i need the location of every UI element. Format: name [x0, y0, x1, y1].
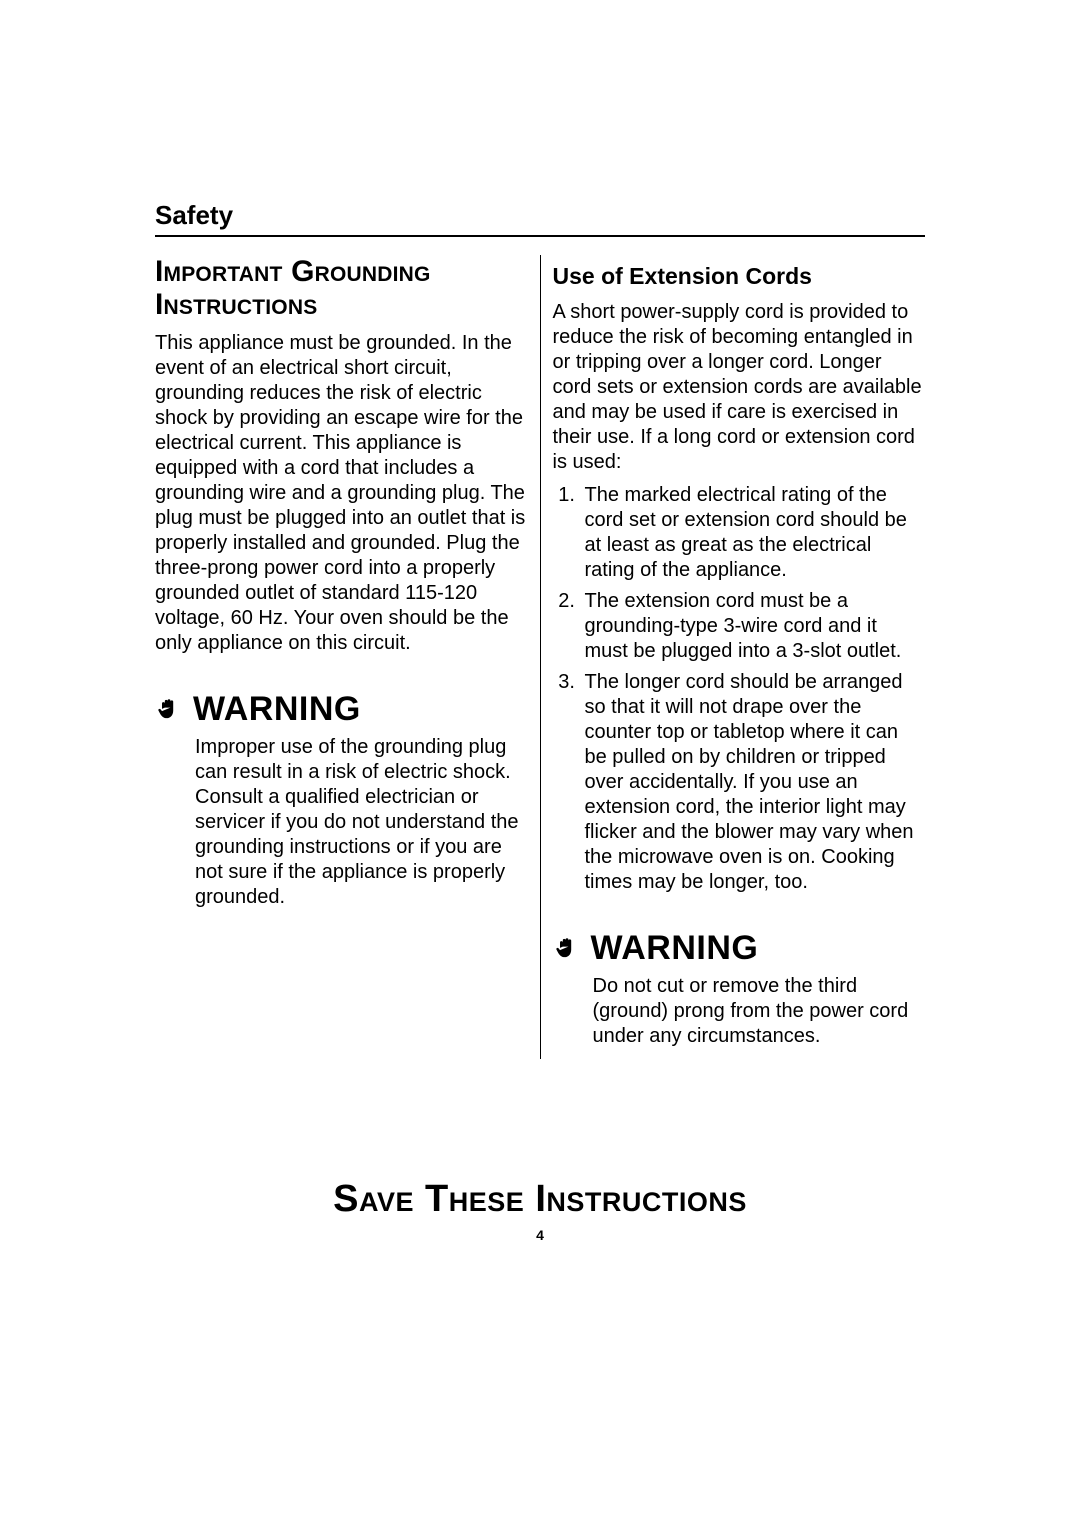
two-column-layout: Important Grounding Instructions This ap…	[155, 255, 925, 1059]
warning-label: WARNING	[591, 929, 759, 968]
left-column: Important Grounding Instructions This ap…	[155, 255, 540, 1059]
warning-body-text: Improper use of the grounding plug can r…	[155, 735, 528, 910]
grounding-heading: Important Grounding Instructions	[155, 255, 528, 321]
extension-heading: Use of Extension Cords	[553, 263, 926, 290]
footer-title: Save These Instructions	[155, 1178, 925, 1221]
hand-stop-icon	[553, 934, 581, 964]
section-header: Safety	[155, 200, 925, 237]
extension-list: The marked electrical rating of the cord…	[553, 483, 926, 895]
page-footer: Save These Instructions 4	[155, 1178, 925, 1243]
warning-label: WARNING	[193, 690, 361, 729]
page-number: 4	[155, 1227, 925, 1243]
page-content: Safety Important Grounding Instructions …	[155, 200, 925, 1059]
grounding-paragraph: This appliance must be grounded. In the …	[155, 331, 528, 656]
hand-stop-icon	[155, 695, 183, 725]
right-column: Use of Extension Cords A short power-sup…	[540, 255, 926, 1059]
list-item: The extension cord must be a grounding-t…	[581, 589, 926, 664]
extension-intro: A short power-supply cord is provided to…	[553, 300, 926, 475]
warning-block-left: WARNING Improper use of the grounding pl…	[155, 690, 528, 910]
warning-heading: WARNING	[155, 690, 528, 729]
list-item: The marked electrical rating of the cord…	[581, 483, 926, 583]
warning-body-text: Do not cut or remove the third (ground) …	[553, 974, 926, 1049]
warning-heading: WARNING	[553, 929, 926, 968]
list-item: The longer cord should be arranged so th…	[581, 670, 926, 895]
warning-block-right: WARNING Do not cut or remove the third (…	[553, 929, 926, 1049]
